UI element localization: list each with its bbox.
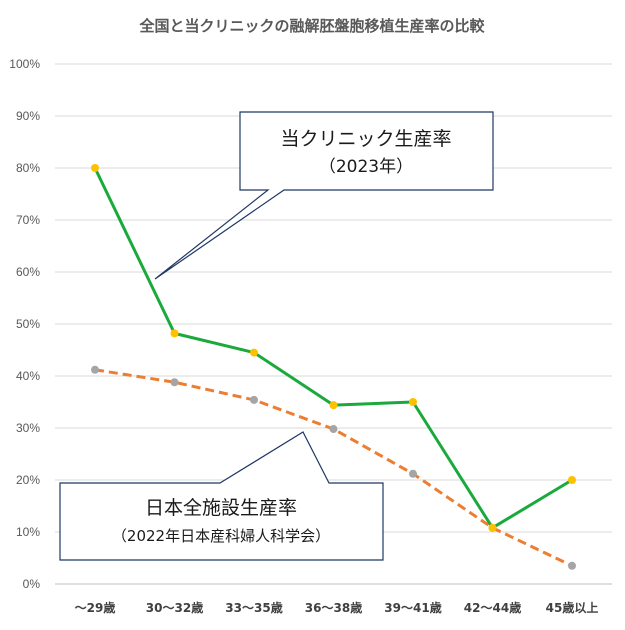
x-tick-label: 45歳以上 [546,600,599,615]
callout-clinic-shape [154,111,494,280]
x-tick-label: 42～44歳 [464,600,521,615]
callout-national: 日本全施設生産率 （2022年日本産科婦人科学会） [59,431,384,561]
series-0-point [91,164,99,172]
y-tick-label: 0% [23,577,41,591]
y-tick-label: 80% [16,161,40,175]
y-tick-label: 30% [16,421,40,435]
y-tick-label: 70% [16,213,40,227]
series-0-point [568,476,576,484]
y-tick-label: 20% [16,473,40,487]
series-1-point [409,469,417,478]
x-axis-ticks: ～29歳 30～32歳 33～35歳 36～38歳 39～41歳 42～44歳 45歳以上 [75,600,599,615]
y-axis-ticks: 0% 10% 20% 30% 40% 50% 60% 70% 80% 90% 100% [9,57,40,591]
x-tick-label: 30～32歳 [146,600,203,615]
callout-national-line2: （2022年日本産科婦人科学会） [112,527,330,545]
series-1-point [329,425,338,434]
x-tick-label: ～29歳 [75,600,116,615]
callout-national-shape [59,431,384,561]
series-1-point [91,365,99,374]
series-1-point [170,378,179,387]
series-0-point [170,329,179,338]
chart-title: 全国と当クリニックの融解胚盤胞移植生産率の比較 [138,17,485,35]
series-0-point [329,401,338,410]
y-tick-label: 90% [16,109,40,123]
x-tick-label: 33～35歳 [225,600,282,615]
series-1-point [568,561,576,570]
callout-clinic-line2: （2023年） [319,157,413,177]
y-tick-label: 10% [16,525,40,539]
y-tick-label: 50% [16,317,40,331]
callout-clinic-line1: 当クリニック生産率 [280,128,451,150]
series-line-0 [93,167,573,530]
callout-national-line1: 日本全施設生産率 [145,497,297,519]
y-tick-label: 100% [9,57,40,71]
callout-clinic: 当クリニック生産率 （2023年） [154,111,494,280]
x-tick-label: 36～38歳 [305,600,362,615]
x-tick-label: 39～41歳 [384,600,441,615]
series-layer [91,164,576,570]
y-tick-label: 40% [16,369,40,383]
series-0-point [488,523,497,532]
series-1-point [250,395,258,404]
y-tick-label: 60% [16,265,40,279]
series-0-point [409,398,417,406]
series-0-point [250,348,258,357]
